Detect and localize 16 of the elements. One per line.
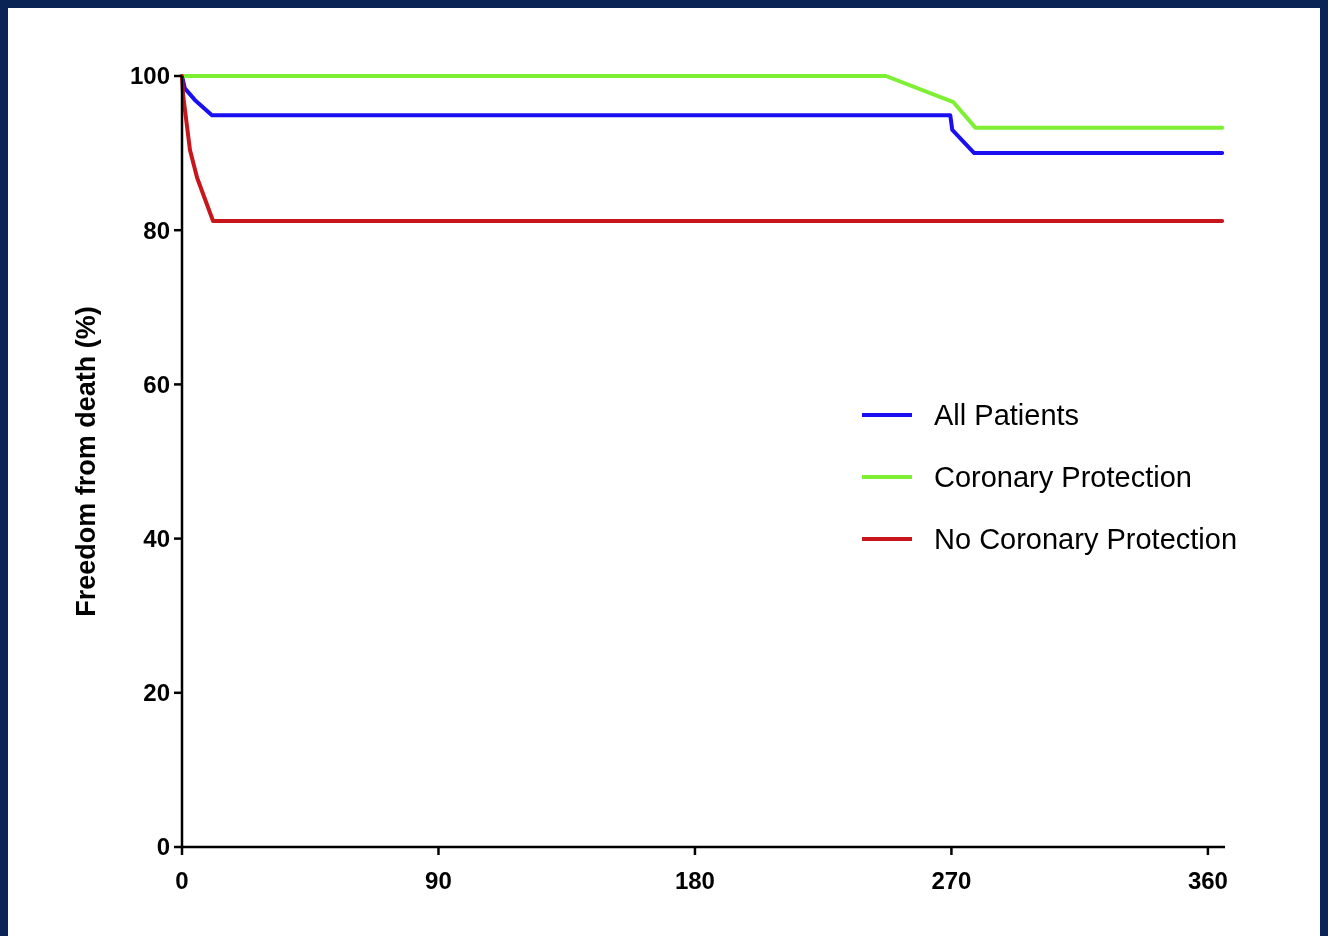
y-tick-label: 100 bbox=[129, 62, 170, 90]
x-tick-label: 0 bbox=[175, 867, 189, 894]
legend-label: Coronary Protection bbox=[934, 461, 1192, 494]
x-tick-label: 90 bbox=[425, 867, 452, 894]
x-tick-label: 180 bbox=[674, 867, 715, 894]
y-tick-label: 60 bbox=[143, 370, 170, 398]
x-tick-label: 270 bbox=[931, 867, 972, 894]
x-tick-label: 360 bbox=[1187, 867, 1228, 894]
y-tick-label: 40 bbox=[143, 525, 170, 552]
line-series bbox=[180, 74, 1225, 223]
y-tick-label: 20 bbox=[143, 679, 170, 707]
legend-label: No Coronary Protection bbox=[934, 523, 1238, 556]
y-tick-label: 80 bbox=[143, 216, 170, 244]
y-tick-label: 0 bbox=[156, 833, 170, 861]
y-axis-title: Freedom from death (%) bbox=[71, 306, 101, 617]
legend-label: All Patients bbox=[934, 399, 1080, 432]
